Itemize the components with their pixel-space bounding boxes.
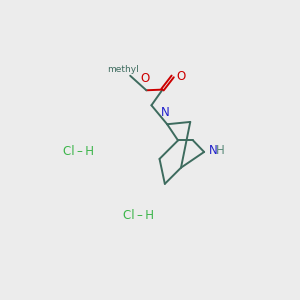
Text: O: O xyxy=(141,71,150,85)
Text: N: N xyxy=(161,106,170,119)
Text: N: N xyxy=(209,144,218,157)
Text: Cl – H: Cl – H xyxy=(123,208,154,221)
Text: Cl – H: Cl – H xyxy=(63,146,94,158)
Text: methyl: methyl xyxy=(107,65,138,74)
Text: O: O xyxy=(177,70,186,83)
Text: H: H xyxy=(216,144,225,157)
